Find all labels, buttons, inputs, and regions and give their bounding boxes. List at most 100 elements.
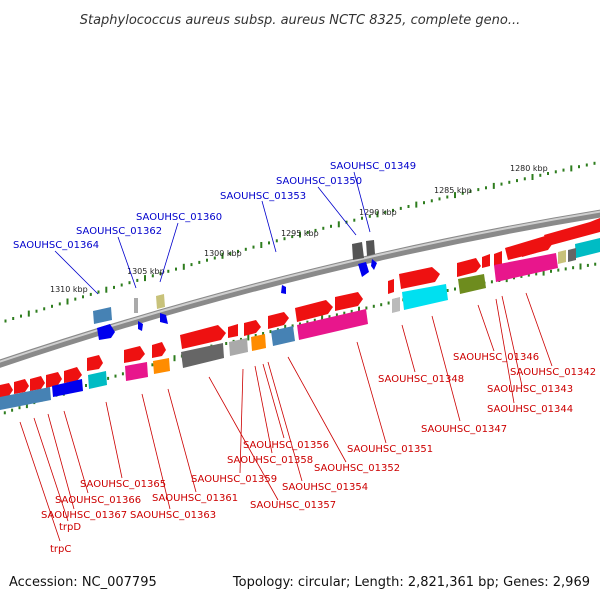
gene-arrow[interactable] — [64, 367, 82, 383]
gene-label[interactable]: SAOUHSC_01346 — [453, 352, 539, 363]
gene-label[interactable]: SAOUHSC_01363 — [130, 510, 216, 521]
gene-label[interactable]: SAOUHSC_01342 — [510, 367, 596, 378]
scale-tick — [557, 268, 560, 272]
scale-tick — [198, 260, 201, 264]
leader-line — [63, 410, 89, 494]
gene-label[interactable]: SAOUHSC_01343 — [487, 384, 573, 395]
gene-band-lightgray[interactable] — [229, 338, 248, 356]
gene-arrow[interactable] — [0, 383, 13, 398]
gene-band-pink[interactable] — [494, 253, 558, 282]
gene-arrow[interactable] — [30, 376, 45, 391]
gene-band-khaki[interactable] — [156, 294, 165, 309]
gene-arrow[interactable] — [268, 312, 289, 329]
gene-label[interactable]: SAOUHSC_01362 — [76, 226, 162, 237]
gene-band-gray[interactable] — [181, 343, 224, 368]
scale-tick — [89, 292, 92, 296]
gene-band-orange[interactable] — [251, 334, 266, 351]
gene-label[interactable]: SAOUHSC_01359 — [191, 474, 277, 485]
gene-label[interactable]: SAOUHSC_01344 — [487, 404, 573, 415]
scale-tick — [244, 247, 247, 251]
gene-label[interactable]: SAOUHSC_01366 — [55, 495, 141, 506]
gene-band-khaki[interactable] — [558, 250, 566, 264]
scale-tick — [313, 318, 316, 322]
gene-label[interactable]: SAOUHSC_01350 — [276, 176, 362, 187]
gene-arrow-reverse[interactable] — [138, 321, 143, 331]
scale-tick — [97, 290, 100, 294]
gene-arrow[interactable] — [180, 325, 226, 349]
gene-band-blue[interactable] — [52, 379, 83, 397]
gene-label[interactable]: trpC — [50, 544, 71, 555]
scale-tick — [252, 245, 255, 249]
gene-label[interactable]: trpD — [59, 522, 81, 533]
gene-arrow[interactable] — [457, 258, 481, 277]
gene-label[interactable]: SAOUHSC_01352 — [314, 463, 400, 474]
gene-arrow[interactable] — [124, 346, 145, 363]
scale-tick — [358, 306, 360, 313]
gene-arrow[interactable] — [482, 254, 490, 268]
gene-arrow-reverse[interactable] — [97, 324, 115, 340]
gene-label[interactable]: SAOUHSC_01364 — [13, 240, 99, 251]
leader-line — [401, 324, 416, 373]
scale-tick — [330, 224, 332, 228]
gene-label[interactable]: SAOUHSC_01351 — [347, 444, 433, 455]
gene-label[interactable]: SAOUHSC_01356 — [243, 440, 329, 451]
scale-tick — [58, 302, 61, 306]
gene-band-gray[interactable] — [352, 242, 364, 260]
gene-label[interactable]: SAOUHSC_01357 — [250, 500, 336, 511]
gene-band-cyan[interactable] — [575, 238, 600, 258]
gene-arrow[interactable] — [87, 355, 103, 371]
gene-band-steel[interactable] — [271, 326, 295, 346]
gene-label[interactable]: SAOUHSC_01348 — [378, 374, 464, 385]
scale-tick — [547, 172, 549, 175]
gene-label[interactable]: SAOUHSC_01353 — [220, 191, 306, 202]
gene-arrow-reverse[interactable] — [281, 285, 286, 294]
scale-tick — [392, 208, 394, 212]
gene-band-steel[interactable] — [93, 307, 112, 324]
scale-label-1290: 1290 kbp — [359, 208, 397, 217]
gene-label[interactable]: SAOUHSC_01360 — [136, 212, 222, 223]
gene-band-cyan[interactable] — [402, 284, 448, 310]
gene-band-steel[interactable] — [0, 387, 51, 410]
gene-arrow-reverse[interactable] — [160, 313, 168, 324]
gene-label[interactable]: SAOUHSC_01365 — [80, 479, 166, 490]
gene-arrow[interactable] — [228, 324, 238, 338]
gene-band-orange[interactable] — [153, 358, 170, 374]
leader-line — [141, 393, 171, 510]
gene-arrow[interactable] — [388, 279, 394, 294]
gene-band-cyan[interactable] — [88, 371, 107, 389]
leader-line — [353, 171, 371, 233]
gene-arrow[interactable] — [335, 292, 363, 311]
gene-label[interactable]: SAOUHSC_01349 — [330, 161, 416, 172]
gene-arrow-reverse[interactable] — [358, 262, 369, 277]
gene-label[interactable]: SAOUHSC_01361 — [152, 493, 238, 504]
scale-tick — [535, 272, 538, 276]
gene-band-lightgray[interactable] — [392, 297, 400, 313]
gene-arrow[interactable] — [295, 300, 333, 322]
gene-arrow[interactable] — [46, 372, 62, 388]
gene-label[interactable]: SAOUHSC_01354 — [282, 482, 368, 493]
gene-label[interactable]: SAOUHSC_01358 — [227, 455, 313, 466]
scale-tick — [107, 376, 110, 380]
gene-band-olive[interactable] — [458, 274, 486, 294]
gene-arrow-reverse[interactable] — [371, 259, 377, 270]
scale-tick — [12, 317, 15, 320]
gene-band-pink[interactable] — [297, 309, 368, 340]
gene-arrow[interactable] — [244, 320, 261, 336]
gene-arrow[interactable] — [544, 218, 600, 246]
gene-arrow[interactable] — [399, 267, 440, 289]
gene-label[interactable]: SAOUHSC_01367 — [41, 510, 127, 521]
gene-band-pink[interactable] — [125, 362, 148, 381]
gene-band-gray[interactable] — [568, 248, 576, 262]
scale-tick — [539, 173, 542, 177]
gene-arrow[interactable] — [505, 236, 553, 260]
gene-label[interactable]: SAOUHSC_01347 — [421, 424, 507, 435]
gene-arrow[interactable] — [14, 379, 29, 394]
scale-tick — [113, 285, 115, 289]
gene-band-lightgray[interactable] — [134, 298, 138, 313]
gene-arrow[interactable] — [494, 251, 502, 266]
gene-band-gray[interactable] — [366, 240, 375, 256]
scale-tick — [343, 311, 346, 315]
scale-tick — [121, 372, 124, 376]
gene-labels-top: SAOUHSC_01349 SAOUHSC_01350 SAOUHSC_0135… — [13, 161, 416, 251]
gene-arrow[interactable] — [152, 342, 166, 358]
